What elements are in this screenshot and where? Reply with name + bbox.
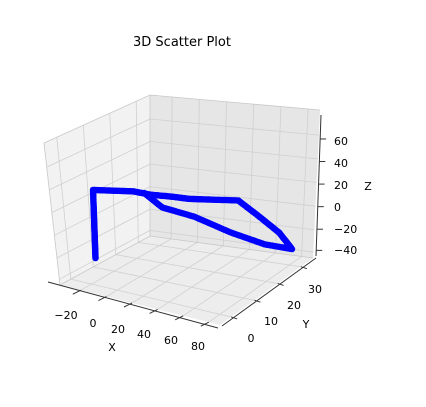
y-tick-label: 10 [264, 315, 278, 328]
x-tick-label: 80 [191, 340, 205, 353]
z-tick-label: 20 [334, 179, 348, 192]
z-axis-label: Z [364, 180, 372, 193]
y-axis-label: Y [302, 318, 310, 331]
z-tick-label: 40 [334, 157, 348, 170]
x-tick-label: 20 [111, 323, 125, 336]
z-tick-label: 0 [334, 201, 341, 214]
y-tick-label: 30 [308, 283, 322, 296]
x-tick [73, 290, 81, 294]
y-tick-label: 20 [287, 299, 301, 312]
z-tick-label: −40 [334, 244, 357, 257]
x-axis-label: X [108, 341, 116, 354]
x-tick-label: 60 [164, 334, 178, 347]
z-tick-label: 60 [334, 135, 348, 148]
x-tick-label: 0 [90, 317, 97, 330]
x-tick-label: −20 [54, 309, 77, 322]
y-tick-label: 0 [248, 332, 255, 345]
chart-title: 3D Scatter Plot [133, 35, 231, 50]
x-tick-label: 40 [137, 328, 151, 341]
data-point [141, 190, 147, 196]
z-tick-label: −20 [334, 223, 357, 236]
